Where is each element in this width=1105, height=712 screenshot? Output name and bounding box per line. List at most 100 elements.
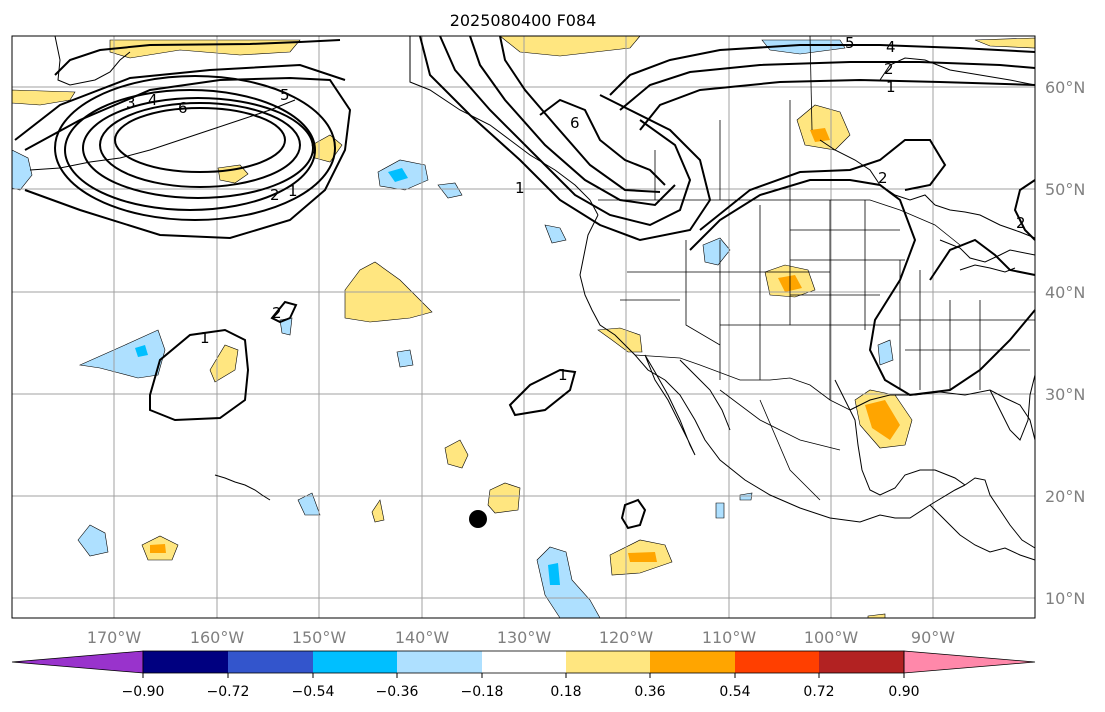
colorbar-tick-label: −0.54 xyxy=(292,684,335,700)
contour-label: 5 xyxy=(280,86,290,104)
contour-label: 1 xyxy=(515,179,525,197)
contour-label: 5 xyxy=(845,34,855,52)
coastline xyxy=(939,239,1036,263)
lon-label: 150°W xyxy=(292,628,347,647)
colorbar-bin xyxy=(228,651,313,673)
contour-label: 3 xyxy=(126,94,136,112)
shade-moderate-positive xyxy=(810,128,830,142)
colorbar-bin xyxy=(482,651,566,673)
location-marker xyxy=(469,510,487,528)
contour-line xyxy=(508,368,577,417)
contour-line xyxy=(82,97,314,199)
contour-labels: 3 4 6 5 2 1 1 6 5 4 2 1 2 1 2 1 2 xyxy=(126,34,1026,384)
shade-positive xyxy=(371,499,385,523)
colorbar-tick-label: 0.18 xyxy=(550,684,581,700)
border-mexico-state xyxy=(719,389,841,451)
lon-label: 170°W xyxy=(87,628,142,647)
contour-line xyxy=(64,89,316,211)
contour-label: 2 xyxy=(1016,214,1026,232)
colorbar-bin xyxy=(735,651,819,673)
colorbar-frame xyxy=(142,650,905,674)
shade-negative xyxy=(77,524,109,557)
colorbar-tick-label: 0.36 xyxy=(634,684,665,700)
coastline xyxy=(849,389,1036,441)
coastline xyxy=(879,57,1036,86)
lon-label: 100°W xyxy=(804,628,859,647)
border-mexico-state xyxy=(759,399,821,501)
contour-line xyxy=(639,78,1036,131)
contour-line xyxy=(270,300,298,324)
shade-positive xyxy=(796,104,851,151)
lon-label: 120°W xyxy=(599,628,654,647)
contour-line xyxy=(54,75,336,221)
contour-line xyxy=(609,44,1036,96)
contour-line xyxy=(469,35,676,207)
contour-label: 2 xyxy=(270,186,280,204)
lon-label: 160°W xyxy=(190,628,245,647)
contour-line xyxy=(699,139,947,231)
colorbar-bin xyxy=(143,651,228,673)
shade-negative xyxy=(437,182,463,199)
shade-negative xyxy=(78,329,166,379)
contour-line xyxy=(419,35,712,242)
shade-strong-negative xyxy=(388,168,408,182)
lat-label: 30°N xyxy=(1045,385,1085,404)
contour-line xyxy=(439,35,692,227)
shade-moderate-positive xyxy=(628,552,657,562)
shade-positive xyxy=(487,482,521,514)
shade-negative xyxy=(544,224,567,244)
colorbar-tick-label: −0.36 xyxy=(376,684,419,700)
contour-line xyxy=(499,35,661,193)
contour-label: 4 xyxy=(886,38,896,56)
contour-label: 2 xyxy=(272,304,282,322)
contour-line xyxy=(114,107,286,173)
coastline xyxy=(679,359,731,431)
map-area: 3 4 6 5 2 1 1 6 5 4 2 1 2 1 2 1 2 xyxy=(11,34,1036,619)
shade-negative xyxy=(761,39,846,55)
map-frame xyxy=(11,35,1036,619)
shade-negative xyxy=(715,502,725,519)
shade-negative xyxy=(702,237,731,266)
shade-moderate-positive xyxy=(150,544,166,553)
border-us-mexico xyxy=(634,354,851,411)
latitude-labels: 10°N 20°N 30°N 40°N 50°N 60°N xyxy=(1045,78,1085,608)
gridlines xyxy=(12,36,1035,618)
contour-label: 1 xyxy=(288,182,298,200)
contour-line xyxy=(149,328,250,422)
colorbar-bin xyxy=(819,651,904,673)
contours xyxy=(14,35,1036,530)
contour-line xyxy=(619,61,1036,111)
border-province xyxy=(809,35,813,131)
shade-negative xyxy=(297,492,321,516)
colorbar-tick-label: 0.72 xyxy=(803,684,834,700)
colorbar-tick-label: 0.54 xyxy=(719,684,750,700)
shade-positive xyxy=(444,439,469,469)
contour-label: 2 xyxy=(884,60,894,78)
contour-line xyxy=(539,98,666,186)
lon-label: 140°W xyxy=(395,628,450,647)
contour-line xyxy=(24,76,352,240)
contour-label: 4 xyxy=(148,91,158,109)
contour-label: 1 xyxy=(886,78,896,96)
colorbar-ticks xyxy=(142,673,905,678)
border-state xyxy=(685,240,721,346)
contour-label: 1 xyxy=(200,329,210,347)
coastline xyxy=(54,35,131,86)
coastline xyxy=(834,379,966,496)
shade-positive xyxy=(217,164,249,184)
shade-moderate-positive xyxy=(865,400,900,440)
lat-label: 50°N xyxy=(1045,180,1085,199)
lon-label: 90°W xyxy=(911,628,955,647)
colorbar-bin xyxy=(566,651,650,673)
contour-line xyxy=(1013,179,1036,241)
coastline xyxy=(644,354,696,456)
coastlines xyxy=(29,35,1036,561)
lat-label: 60°N xyxy=(1045,78,1085,97)
contour-line xyxy=(689,179,1036,397)
coastline xyxy=(959,264,1016,273)
contour-line xyxy=(929,238,1036,281)
lat-label: 40°N xyxy=(1045,283,1085,302)
contour-label: 6 xyxy=(570,114,580,132)
coastline xyxy=(964,477,1036,549)
